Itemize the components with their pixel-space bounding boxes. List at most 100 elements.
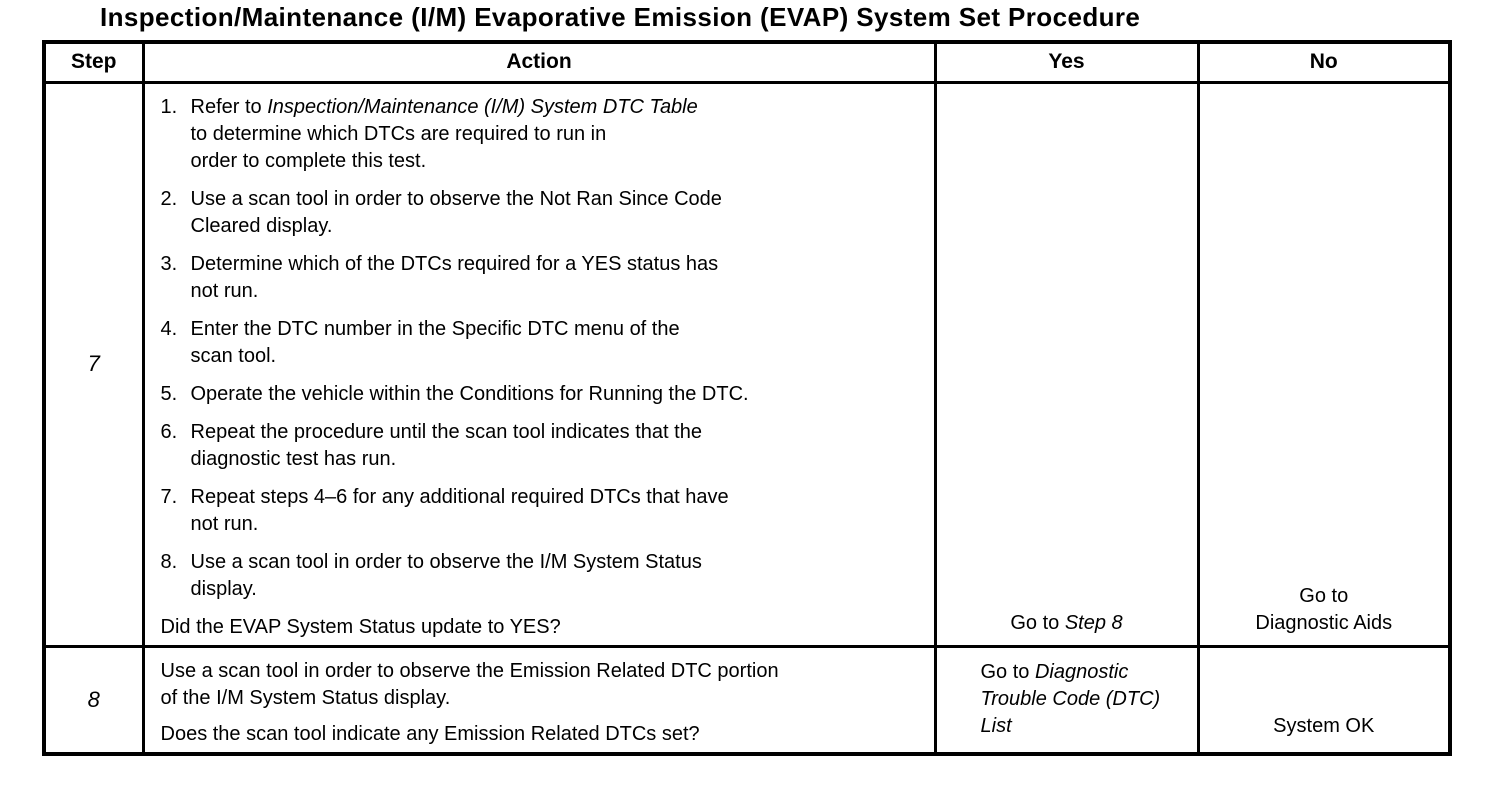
step-cell: 7 [42,80,145,648]
no-cell: System OK [1196,644,1452,755]
text-segment: Use a scan tool in order to observe the … [190,550,702,573]
text-line: Cleared display. [191,213,722,240]
text-line: to determine which DTCs are required to … [191,121,698,148]
action-list-item: 7. Repeat steps 4–6 for any additional re… [161,484,928,538]
text-line: Determine which of the DTCs required for… [191,251,719,278]
text-line: Use a scan tool in order to observe the … [191,549,702,576]
text-line: not run. [191,278,719,305]
text-segment: Use a scan tool in order to observe the … [190,187,722,210]
text-line: List [981,713,1196,740]
list-item-number: 2. [160,187,178,210]
column-header-yes: Yes [933,40,1200,84]
action-question: Did the EVAP System Status update to YES… [160,615,561,638]
list-item-text: Repeat steps 4–6 for any additional requ… [191,484,729,538]
text-line: Go to [1201,583,1448,610]
step-cell: 8 [42,644,145,755]
table-header-row: Step Action Yes No [42,40,1452,84]
table-row: 8 Use a scan tool in order to observe the… [42,644,1452,755]
text-segment: Determine which of the DTCs required for… [190,252,719,275]
list-item-number: 5. [160,382,178,405]
text-segment: not run. [190,512,259,535]
list-item-number: 4. [160,317,178,340]
text-line: Repeat the procedure until the scan tool… [191,419,702,446]
list-item-text: Repeat the procedure until the scan tool… [191,419,702,473]
action-list-item: 4. Enter the DTC number in the Specific D… [161,316,928,370]
column-header-step: Step [42,40,145,84]
action-cell: Use a scan tool in order to observe the … [141,644,937,755]
text-line: order to complete this test. [191,148,698,175]
text-segment: List [980,715,1012,737]
list-item-text: Use a scan tool in order to observe the … [191,549,702,603]
yes-cell: Go to Diagnostic Trouble Code (DTC) List [933,644,1200,755]
text-line: Diagnostic Aids [1201,610,1448,637]
text-segment: scan tool. [190,344,277,367]
text-line: Does the scan tool indicate any Emission… [161,721,928,748]
text-segment: Go to [980,661,1035,683]
text-segment: Trouble Code (DTC) [980,688,1161,710]
action-list-item: 8. Use a scan tool in order to observe th… [161,549,928,603]
text-line: not run. [191,511,729,538]
text-line: scan tool. [191,343,680,370]
text-line: Trouble Code (DTC) [981,686,1196,713]
list-item-text: Determine which of the DTCs required for… [191,251,719,305]
text-segment: Does the scan tool indicate any Emission… [160,722,700,745]
no-cell: Go to Diagnostic Aids [1196,80,1452,648]
text-segment: Use a scan tool in order to observe the … [160,659,779,682]
text-segment: Operate the vehicle within the Condition… [190,382,749,405]
list-item-text: Enter the DTC number in the Specific DTC… [191,316,680,370]
text-segment: Step 8 [1064,611,1123,634]
text-line: Use a scan tool in order to observe the … [191,186,722,213]
text-segment: not run. [190,279,259,302]
page-title: Inspection/Maintenance (I/M) Evaporative… [100,2,1141,32]
list-item-text: Use a scan tool in order to observe the … [191,186,722,240]
text-segment: to determine which DTCs are required to … [190,122,607,145]
text-line: Go to Diagnostic [981,659,1196,686]
table-row: 7 1. Refer to Inspection/Maintenance (I/M)… [42,80,1452,648]
text-line: Refer to Inspection/Maintenance (I/M) Sy… [191,94,698,121]
text-segment: Diagnostic Aids [1255,611,1393,634]
text-line: display. [191,576,702,603]
action-list-item: 1. Refer to Inspection/Maintenance (I/M) … [161,94,928,175]
text-segment: System OK [1273,714,1375,737]
list-item-number: 8. [160,550,178,573]
text-line: of the I/M System Status display. [161,685,928,712]
text-line: Go to Step 8 [938,610,1196,637]
action-list-item: 5. Operate the vehicle within the Conditi… [161,381,928,408]
list-item-number: 6. [160,420,178,443]
text-segment: Repeat steps 4–6 for any additional requ… [190,485,729,508]
step-number: 8 [87,686,100,712]
action-list-item: 3. Determine which of the DTCs required f… [161,251,928,305]
text-segment: order to complete this test. [190,149,427,172]
text-segment: diagnostic test has run. [190,447,397,470]
column-header-action: Action [141,40,937,84]
text-segment: Refer to [190,95,268,118]
text-segment: of the I/M System Status display. [160,686,451,709]
text-segment: Go to [1299,584,1349,607]
text-line: System OK [1201,713,1448,740]
step-number: 7 [87,351,100,376]
list-item-text: Refer to Inspection/Maintenance (I/M) Sy… [191,94,698,175]
action-paragraph: Use a scan tool in order to observe the … [161,658,928,712]
text-line: diagnostic test has run. [191,446,702,473]
text-segment: Cleared display. [190,214,333,237]
list-item-number: 1. [160,95,178,118]
list-item-number: 7. [160,485,178,508]
table-body: 7 1. Refer to Inspection/Maintenance (I/M)… [42,80,1452,755]
action-list-item: 6. Repeat the procedure until the scan to… [161,419,928,473]
text-line: Enter the DTC number in the Specific DTC… [191,316,680,343]
text-segment: display. [190,577,257,600]
list-item-number: 3. [160,252,178,275]
action-cell: 1. Refer to Inspection/Maintenance (I/M) … [141,80,937,648]
text-segment: Repeat the procedure until the scan tool… [190,420,702,443]
yes-cell: Go to Step 8 [933,80,1200,648]
procedure-table: Step Action Yes No 7 1. Refer to Inspectio… [42,40,1452,756]
text-line: Operate the vehicle within the Condition… [191,381,749,408]
text-segment: Inspection/Maintenance (I/M) System DTC … [267,95,698,118]
text-line: Repeat steps 4–6 for any additional requ… [191,484,729,511]
text-segment: Diagnostic [1034,661,1129,683]
text-line: Use a scan tool in order to observe the … [161,658,928,685]
action-paragraph: Does the scan tool indicate any Emission… [161,721,928,748]
action-list-item: 2. Use a scan tool in order to observe th… [161,186,928,240]
column-header-no: No [1196,40,1452,84]
